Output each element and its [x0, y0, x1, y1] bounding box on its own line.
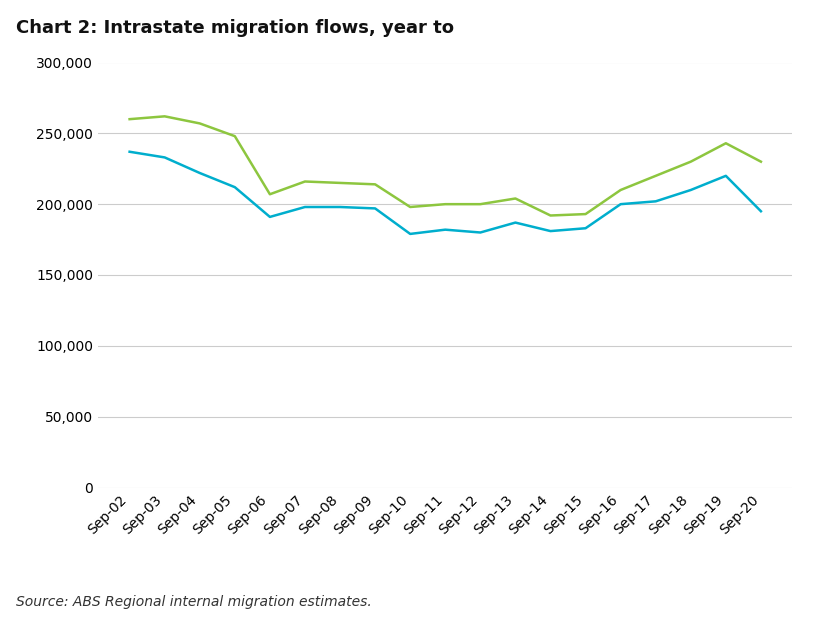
Departures from regions: [335, 203, 345, 211]
Departures from regions: [300, 203, 310, 211]
Arrivals to regions: [300, 177, 310, 185]
Arrivals to regions: [440, 201, 450, 208]
Arrivals to regions: [721, 139, 730, 147]
Arrivals to regions: [194, 119, 204, 127]
Line: Departures from regions: Departures from regions: [130, 152, 761, 234]
Line: Arrivals to regions: Arrivals to regions: [130, 116, 761, 216]
Arrivals to regions: [546, 212, 556, 219]
Arrivals to regions: [651, 172, 661, 179]
Legend: Arrivals to regions, Departures from regions: Arrivals to regions, Departures from reg…: [236, 622, 654, 625]
Departures from regions: [370, 204, 380, 212]
Departures from regions: [616, 201, 626, 208]
Departures from regions: [686, 186, 696, 194]
Departures from regions: [230, 183, 239, 191]
Departures from regions: [721, 172, 730, 179]
Arrivals to regions: [230, 132, 239, 140]
Departures from regions: [511, 219, 520, 226]
Text: Source: ABS Regional internal migration estimates.: Source: ABS Regional internal migration …: [16, 596, 372, 609]
Departures from regions: [581, 224, 591, 232]
Departures from regions: [756, 208, 766, 215]
Arrivals to regions: [686, 158, 696, 166]
Arrivals to regions: [125, 116, 135, 123]
Arrivals to regions: [160, 112, 170, 120]
Departures from regions: [475, 229, 485, 236]
Arrivals to regions: [581, 211, 591, 218]
Departures from regions: [125, 148, 135, 156]
Arrivals to regions: [756, 158, 766, 166]
Departures from regions: [651, 198, 661, 205]
Arrivals to regions: [265, 191, 275, 198]
Arrivals to regions: [511, 195, 520, 202]
Arrivals to regions: [370, 181, 380, 188]
Departures from regions: [194, 169, 204, 177]
Departures from regions: [265, 213, 275, 221]
Departures from regions: [440, 226, 450, 233]
Text: Chart 2: Intrastate migration flows, year to: Chart 2: Intrastate migration flows, yea…: [16, 19, 454, 37]
Arrivals to regions: [405, 203, 415, 211]
Arrivals to regions: [475, 201, 485, 208]
Arrivals to regions: [335, 179, 345, 187]
Arrivals to regions: [616, 186, 626, 194]
Departures from regions: [405, 230, 415, 238]
Departures from regions: [546, 228, 556, 235]
Departures from regions: [160, 154, 170, 161]
